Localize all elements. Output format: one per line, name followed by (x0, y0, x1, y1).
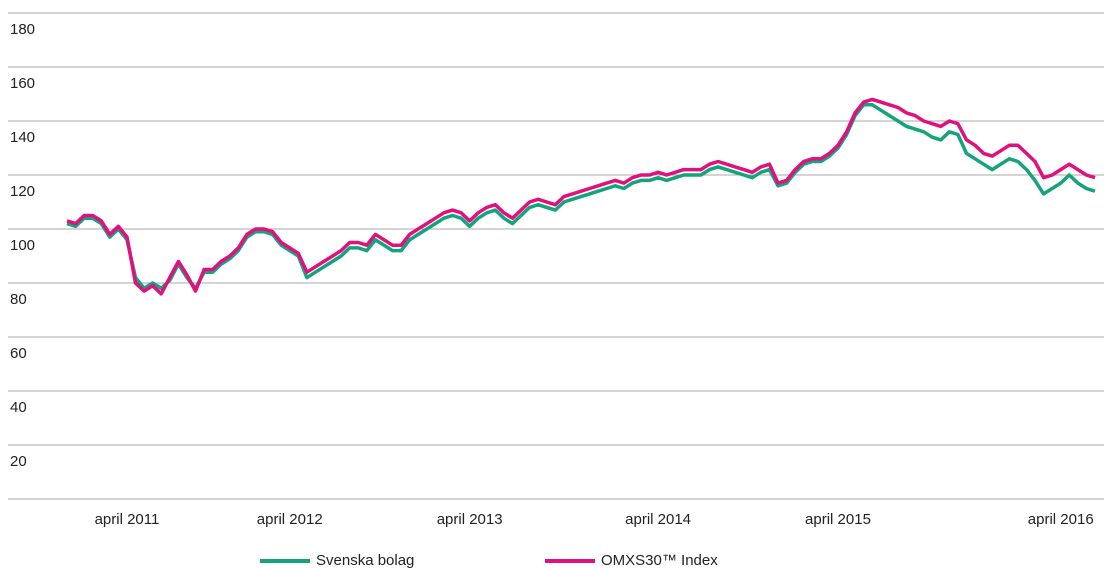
x-tick-label: april 2016 (1028, 511, 1094, 528)
x-tick-label: april 2013 (437, 511, 503, 528)
y-tick-label: 40 (10, 399, 27, 416)
y-tick-label: 20 (10, 453, 27, 470)
y-tick-label: 160 (10, 75, 35, 92)
x-tick-label: april 2011 (95, 511, 160, 528)
y-tick-label: 60 (10, 345, 27, 362)
legend-label: OMXS30™ Index (601, 552, 718, 569)
y-tick-label: 180 (10, 21, 35, 38)
y-tick-label: 140 (10, 129, 35, 146)
y-tick-label: 100 (10, 237, 35, 254)
x-tick-label: april 2012 (257, 511, 323, 528)
series-line (66, 103, 1096, 291)
x-tick-label: april 2015 (805, 511, 871, 528)
y-tick-label: 80 (10, 291, 27, 308)
series-line (66, 97, 1096, 296)
x-tick-label: april 2014 (625, 511, 691, 528)
y-tick-label: 120 (10, 183, 35, 200)
legend-label: Svenska bolag (316, 552, 414, 569)
